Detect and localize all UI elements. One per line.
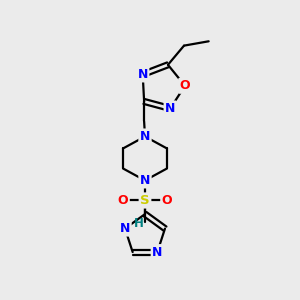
Text: N: N bbox=[165, 102, 175, 115]
Text: N: N bbox=[140, 174, 150, 187]
Text: O: O bbox=[162, 194, 172, 207]
Text: S: S bbox=[140, 194, 150, 207]
Text: N: N bbox=[137, 68, 148, 81]
Text: O: O bbox=[180, 79, 190, 92]
Text: N: N bbox=[120, 222, 130, 235]
Text: H: H bbox=[134, 217, 144, 230]
Text: N: N bbox=[152, 246, 163, 259]
Text: O: O bbox=[118, 194, 128, 207]
Text: N: N bbox=[140, 130, 150, 143]
